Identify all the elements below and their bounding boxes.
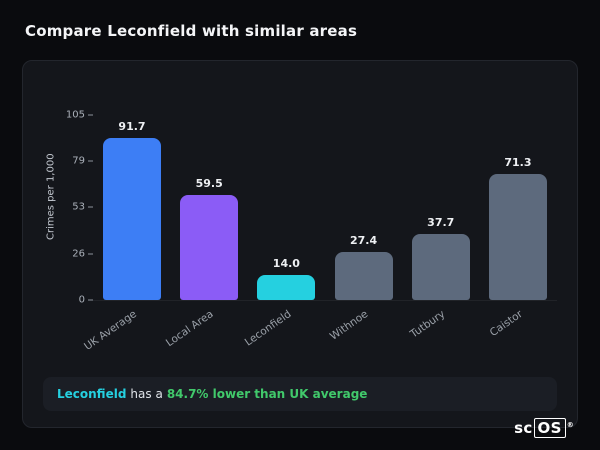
bar-column: 71.3 Caistor — [488, 115, 547, 339]
chart-card: Crimes per 1,000 105 79 53 26 0 91.7 UK Avera… — [22, 60, 578, 428]
y-tick-label: 26 — [72, 249, 93, 260]
note-area-name: Leconfield — [57, 387, 127, 401]
page-title: Compare Leconfield with similar areas — [25, 22, 358, 40]
plot-area: 91.7 UK Average 59.5 Local Area 14.0 Leconfie… — [82, 115, 557, 353]
y-axis-label: Crimes per 1,000 — [45, 153, 57, 240]
bar — [257, 275, 316, 300]
bar-value-label: 37.7 — [427, 215, 455, 229]
bar — [411, 233, 470, 300]
summary-note: Leconfield has a 84.7% lower than UK ave… — [43, 377, 557, 411]
y-tick-label: 79 — [72, 155, 93, 166]
bar-value-label: 59.5 — [195, 177, 223, 191]
bar-column: 59.5 Local Area — [164, 115, 239, 349]
scos-logo: sc OS ® — [514, 418, 574, 438]
y-tick-label: 105 — [66, 110, 93, 121]
bar — [103, 138, 161, 300]
bar-column: 37.7 Tutbury — [408, 115, 470, 340]
x-axis-label-area — [43, 301, 557, 363]
registered-trademark-icon: ® — [566, 421, 574, 429]
bar — [334, 251, 393, 300]
logo-boxed-text: OS — [533, 418, 566, 438]
y-tick-mark — [88, 253, 93, 255]
bar-value-label: 91.7 — [118, 120, 146, 134]
note-stat-text: 84.7% lower than UK average — [166, 387, 368, 401]
y-tick-mark — [88, 160, 93, 162]
bar — [488, 174, 547, 300]
y-tick-mark — [88, 114, 93, 116]
bar-value-label: 27.4 — [349, 233, 378, 247]
bar-chart: Crimes per 1,000 105 79 53 26 0 91.7 UK Avera… — [43, 93, 557, 353]
bar — [180, 195, 239, 300]
bar-value-label: 71.3 — [504, 156, 532, 170]
bar-column: 27.4 Withnoe — [328, 115, 393, 343]
logo-prefix: sc — [514, 419, 533, 437]
y-tick-label: 53 — [72, 201, 93, 212]
bar-column: 14.0 Leconfield — [242, 115, 316, 349]
note-middle-text: has a — [130, 387, 163, 401]
y-tick-mark — [88, 206, 93, 208]
y-tick-mark — [88, 299, 93, 301]
y-axis-ticks: 105 79 53 26 0 — [59, 110, 93, 306]
y-tick-label: 0 — [79, 295, 93, 306]
bar-column: 91.7 UK Average — [82, 115, 161, 353]
bar-value-label: 14.0 — [272, 257, 300, 271]
